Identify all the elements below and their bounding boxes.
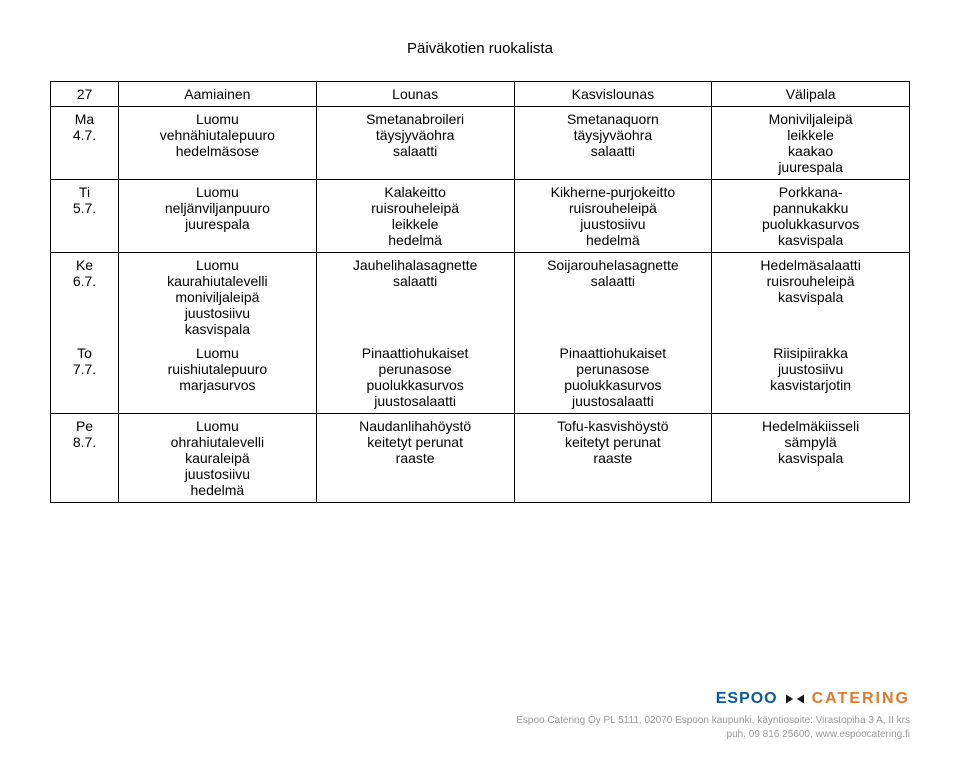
- cell-breakfast: Luomuvehnähiutalepuurohedelmäsose: [119, 107, 317, 180]
- cell-breakfast: Luomuneljänviljanpuurojuurespala: [119, 180, 317, 253]
- header-veglunch: Kasvislounas: [514, 82, 712, 107]
- header-breakfast: Aamiainen: [119, 82, 317, 107]
- cell-snack: Porkkana-pannukakkupuolukkasurvoskasvisp…: [712, 180, 910, 253]
- header-week: 27: [51, 82, 119, 107]
- cell-day: Ti5.7.: [51, 180, 119, 253]
- cell-day: Pe8.7.: [51, 414, 119, 503]
- cell-veglunch: Tofu-kasvishöystökeitetyt perunatraaste: [514, 414, 712, 503]
- table-header-row: 27 Aamiainen Lounas Kasvislounas Välipal…: [51, 82, 910, 107]
- footer: ESPOO CATERING Espoo Catering Oy PL 5111…: [516, 690, 910, 742]
- cell-breakfast: Luomuruishiutalepuuromarjasurvos: [119, 341, 317, 414]
- brand-catering-text: CATERING: [812, 690, 910, 708]
- cell-snack: Moniviljaleipäleikkelekaakaojuurespala: [712, 107, 910, 180]
- page-title: Päiväkotien ruokalista: [50, 40, 910, 57]
- brand-espoo-text: ESPOO: [716, 690, 778, 708]
- table-row: To7.7.LuomuruishiutalepuuromarjasurvosPi…: [51, 341, 910, 414]
- footer-line2: puh. 09 816 25600, www.espoocatering.fi: [516, 728, 910, 742]
- footer-line1: Espoo Catering Oy PL 5111, 02070 Espoon …: [516, 714, 910, 728]
- cell-snack: Riisipiirakkajuustosiivukasvistarjotin: [712, 341, 910, 414]
- bowtie-icon: [786, 694, 804, 704]
- cell-snack: Hedelmäsalaattiruisrouheleipäkasvispala: [712, 253, 910, 342]
- cell-day: Ma4.7.: [51, 107, 119, 180]
- cell-veglunch: Kikherne-purjokeittoruisrouheleipäjuusto…: [514, 180, 712, 253]
- cell-veglunch: Soijarouhelasagnettesalaatti: [514, 253, 712, 342]
- cell-lunch: Naudanlihahöystökeitetyt perunatraaste: [316, 414, 514, 503]
- cell-veglunch: Pinaattiohukaisetperunasosepuolukkasurvo…: [514, 341, 712, 414]
- table-row: Ma4.7.LuomuvehnähiutalepuurohedelmäsoseS…: [51, 107, 910, 180]
- brand-logo: ESPOO CATERING: [516, 690, 910, 708]
- cell-day: Ke6.7.: [51, 253, 119, 342]
- menu-table: 27 Aamiainen Lounas Kasvislounas Välipal…: [50, 81, 910, 503]
- table-row: Ti5.7.LuomuneljänviljanpuurojuurespalaKa…: [51, 180, 910, 253]
- cell-veglunch: Smetanaquorntäysjyväohrasalaatti: [514, 107, 712, 180]
- cell-lunch: Jauhelihalasagnettesalaatti: [316, 253, 514, 342]
- cell-breakfast: Luomukaurahiutalevellimoniviljaleipäjuus…: [119, 253, 317, 342]
- header-snack: Välipala: [712, 82, 910, 107]
- header-lunch: Lounas: [316, 82, 514, 107]
- table-row: Pe8.7.Luomuohrahiutalevellikauraleipäjuu…: [51, 414, 910, 503]
- cell-snack: Hedelmäkiisselisämpyläkasvispala: [712, 414, 910, 503]
- cell-day: To7.7.: [51, 341, 119, 414]
- table-row: Ke6.7.Luomukaurahiutalevellimoniviljalei…: [51, 253, 910, 342]
- cell-lunch: Smetanabroileritäysjyväohrasalaatti: [316, 107, 514, 180]
- cell-breakfast: Luomuohrahiutalevellikauraleipäjuustosii…: [119, 414, 317, 503]
- cell-lunch: Kalakeittoruisrouheleipäleikkelehedelmä: [316, 180, 514, 253]
- cell-lunch: Pinaattiohukaisetperunasosepuolukkasurvo…: [316, 341, 514, 414]
